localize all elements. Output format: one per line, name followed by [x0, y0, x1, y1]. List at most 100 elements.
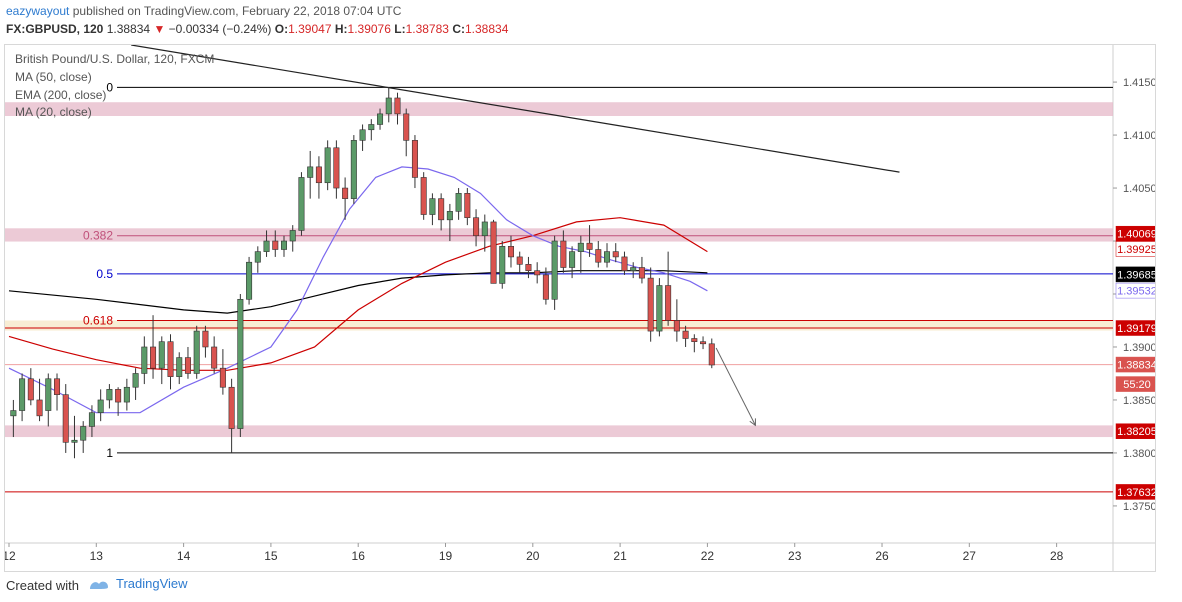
candle-body[interactable]: [176, 357, 183, 377]
legend-ma50[interactable]: MA (50, close): [15, 70, 92, 84]
candle-body[interactable]: [621, 256, 628, 271]
candle-body[interactable]: [673, 320, 680, 332]
candle-body[interactable]: [368, 124, 375, 131]
candle-body[interactable]: [551, 240, 558, 300]
candle-body[interactable]: [429, 198, 436, 215]
ma-line[interactable]: [8, 270, 708, 314]
candle-body[interactable]: [315, 166, 322, 184]
candle-body[interactable]: [167, 341, 174, 377]
chart-frame[interactable]: 1.415001.410001.405001.400001.395001.390…: [4, 44, 1156, 572]
candle-body[interactable]: [228, 386, 235, 429]
candle-body[interactable]: [27, 378, 34, 401]
candle-body[interactable]: [708, 343, 715, 366]
candle-body[interactable]: [333, 147, 340, 189]
candle-body[interactable]: [385, 97, 392, 115]
candle-body[interactable]: [656, 285, 663, 332]
candle-body[interactable]: [280, 240, 288, 250]
y-tick-label: 1.38000: [1123, 448, 1155, 460]
candle-body[interactable]: [289, 230, 296, 242]
price-chart[interactable]: 1.415001.410001.405001.400001.395001.390…: [5, 45, 1155, 571]
candle-body[interactable]: [141, 346, 148, 374]
candle-body[interactable]: [97, 399, 104, 413]
candle-body[interactable]: [88, 412, 95, 427]
candle-body[interactable]: [499, 246, 506, 284]
candle-body[interactable]: [525, 264, 532, 271]
candle-body[interactable]: [150, 346, 157, 369]
legend-ema200[interactable]: EMA (200, close): [15, 88, 107, 102]
candle-body[interactable]: [62, 394, 69, 443]
candle-body[interactable]: [350, 140, 357, 199]
candle-body[interactable]: [36, 399, 43, 417]
candle-body[interactable]: [394, 97, 401, 115]
candle-body[interactable]: [595, 249, 602, 263]
candle-body[interactable]: [202, 330, 209, 348]
candle-body[interactable]: [193, 330, 200, 374]
candle-body[interactable]: [700, 341, 707, 345]
ma-line[interactable]: [8, 217, 708, 371]
candle-body[interactable]: [158, 341, 165, 369]
candle-body[interactable]: [464, 193, 471, 219]
author-link[interactable]: eazywayout: [6, 4, 70, 18]
candle-body[interactable]: [691, 338, 698, 342]
candle-body[interactable]: [19, 378, 26, 411]
candle-body[interactable]: [272, 240, 279, 250]
trendline[interactable]: [131, 45, 900, 173]
candle-body[interactable]: [638, 267, 645, 279]
candle-body[interactable]: [577, 242, 584, 252]
candle-body[interactable]: [342, 187, 349, 199]
candle-body[interactable]: [481, 221, 488, 237]
candle-body[interactable]: [246, 261, 253, 300]
candle-body[interactable]: [490, 221, 497, 284]
candle-body[interactable]: [71, 439, 78, 443]
candle-body[interactable]: [237, 298, 244, 429]
candle-body[interactable]: [446, 211, 453, 221]
candle-body[interactable]: [115, 389, 122, 403]
candle-body[interactable]: [630, 267, 637, 271]
candle-body[interactable]: [54, 378, 61, 395]
candle-body[interactable]: [106, 389, 113, 401]
candle-body[interactable]: [211, 346, 218, 369]
candle-body[interactable]: [263, 240, 270, 252]
candle-body[interactable]: [377, 113, 384, 125]
candle-body[interactable]: [132, 373, 139, 388]
candle-body[interactable]: [184, 357, 191, 374]
candle-body[interactable]: [542, 274, 549, 300]
candle-body[interactable]: [604, 251, 611, 263]
candle-body[interactable]: [80, 426, 87, 441]
x-tick-label: 26: [875, 549, 889, 563]
candle-body[interactable]: [586, 242, 593, 250]
candle-body[interactable]: [298, 177, 305, 231]
candle-body[interactable]: [420, 177, 427, 215]
candle-body[interactable]: [647, 277, 654, 332]
candle-body[interactable]: [45, 378, 52, 411]
candle-body[interactable]: [507, 246, 514, 258]
candle-body[interactable]: [10, 410, 17, 417]
projection-arrow[interactable]: [715, 347, 756, 426]
candle-body[interactable]: [438, 198, 445, 221]
legend-ma20[interactable]: MA (20, close): [15, 105, 92, 119]
open-value: 1.39047: [288, 22, 332, 36]
candle-body[interactable]: [307, 166, 314, 178]
candle-body[interactable]: [516, 256, 523, 265]
fib-label: 0.382: [83, 229, 113, 243]
candle-body[interactable]: [254, 251, 261, 263]
candle-body[interactable]: [560, 240, 567, 268]
candle-body[interactable]: [403, 113, 410, 141]
candle-body[interactable]: [123, 386, 130, 403]
candle-body[interactable]: [219, 367, 226, 388]
candle-body[interactable]: [359, 129, 366, 141]
candle-body[interactable]: [411, 140, 418, 178]
price-label-text: 1.37632: [1117, 487, 1155, 499]
candle-body[interactable]: [612, 251, 619, 258]
tradingview-link[interactable]: TradingView: [88, 576, 188, 591]
candle-body[interactable]: [473, 217, 480, 237]
price-label-box: [1115, 282, 1155, 299]
candle-body[interactable]: [682, 330, 689, 339]
ma-line[interactable]: [8, 166, 708, 414]
candle-body[interactable]: [455, 193, 462, 212]
candle-body[interactable]: [665, 285, 672, 321]
candle-body[interactable]: [534, 270, 541, 276]
price-scale[interactable]: [1113, 45, 1155, 571]
candle-body[interactable]: [569, 251, 576, 268]
candle-body[interactable]: [324, 147, 331, 184]
